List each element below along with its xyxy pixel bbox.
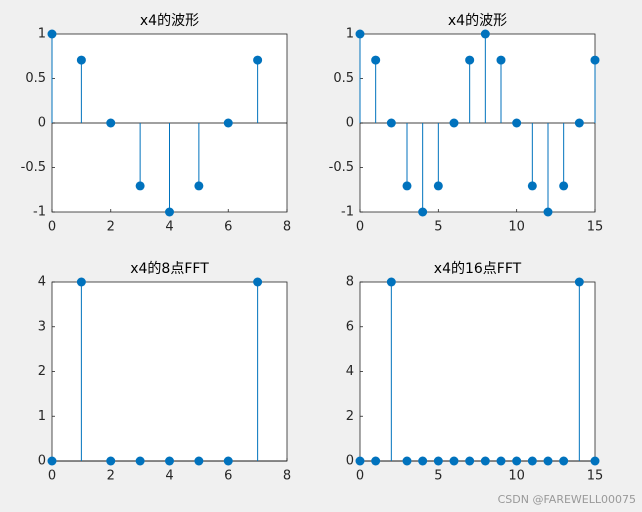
stem-marker bbox=[512, 456, 522, 466]
stem-marker bbox=[527, 181, 537, 191]
stem-marker bbox=[106, 456, 116, 466]
stem-marker bbox=[76, 55, 86, 65]
y-tick-label: 4 bbox=[346, 364, 354, 379]
y-tick-label: 0.5 bbox=[333, 71, 354, 86]
stem-marker bbox=[355, 29, 365, 39]
stem-marker bbox=[590, 55, 600, 65]
x-tick-label: 5 bbox=[434, 469, 442, 484]
stem-marker bbox=[480, 456, 490, 466]
y-tick-label: 1 bbox=[38, 27, 46, 42]
stem-marker bbox=[402, 181, 412, 191]
x-tick-label: 2 bbox=[107, 220, 115, 235]
axes-background bbox=[359, 281, 596, 462]
x-tick-label: 0 bbox=[356, 220, 364, 235]
y-tick-label: 0 bbox=[346, 116, 354, 131]
x-tick-label: 15 bbox=[587, 220, 604, 235]
stem-marker bbox=[371, 55, 381, 65]
x-tick-label: 5 bbox=[434, 220, 442, 235]
y-tick-label: 6 bbox=[346, 319, 354, 334]
chart-title: x4的16点FFT bbox=[434, 261, 522, 277]
stem-marker bbox=[223, 456, 233, 466]
x-tick-label: 10 bbox=[508, 469, 525, 484]
stem-marker bbox=[355, 456, 365, 466]
x-tick-label: 10 bbox=[508, 220, 525, 235]
stem-marker bbox=[47, 29, 57, 39]
stem-marker bbox=[496, 456, 506, 466]
stem-marker bbox=[135, 181, 145, 191]
y-tick-label: 0 bbox=[38, 454, 46, 469]
x-tick-label: 4 bbox=[165, 469, 173, 484]
stem-marker bbox=[590, 456, 600, 466]
y-tick-label: 1 bbox=[38, 409, 46, 424]
chart-title: x4的波形 bbox=[448, 13, 507, 29]
y-tick-label: -1 bbox=[33, 205, 46, 220]
y-tick-label: 0.5 bbox=[25, 71, 46, 86]
x-tick-label: 0 bbox=[48, 220, 56, 235]
y-tick-label: 3 bbox=[38, 319, 46, 334]
stem-marker bbox=[512, 118, 522, 128]
stem-marker bbox=[253, 55, 263, 65]
y-tick-label: 1 bbox=[346, 27, 354, 42]
x-tick-label: 6 bbox=[224, 220, 232, 235]
axes-background bbox=[51, 281, 288, 462]
x-tick-label: 2 bbox=[107, 469, 115, 484]
stem-marker bbox=[480, 29, 490, 39]
stem-marker bbox=[194, 456, 204, 466]
stem-marker bbox=[47, 456, 57, 466]
y-tick-label: 2 bbox=[38, 364, 46, 379]
y-tick-label: 8 bbox=[346, 275, 354, 290]
y-tick-label: -0.5 bbox=[329, 160, 354, 175]
x-tick-label: 8 bbox=[283, 469, 291, 484]
stem-marker bbox=[106, 118, 116, 128]
stem-marker bbox=[574, 118, 584, 128]
stem-marker bbox=[559, 456, 569, 466]
stem-marker bbox=[194, 181, 204, 191]
x-tick-label: 8 bbox=[283, 220, 291, 235]
stem-marker bbox=[386, 118, 396, 128]
stem-marker bbox=[433, 181, 443, 191]
stem-marker bbox=[465, 456, 475, 466]
stem-marker bbox=[449, 456, 459, 466]
stem-marker bbox=[253, 277, 263, 287]
y-tick-label: -0.5 bbox=[21, 160, 46, 175]
y-tick-label: -1 bbox=[341, 205, 354, 220]
stem-marker bbox=[165, 207, 174, 217]
stem-marker bbox=[449, 118, 459, 128]
stem-marker bbox=[574, 277, 584, 287]
stem-marker bbox=[465, 55, 475, 65]
stem-marker bbox=[418, 456, 428, 466]
watermark: CSDN @FAREWELL00075 bbox=[498, 493, 636, 506]
x-tick-label: 4 bbox=[165, 220, 173, 235]
stem-marker bbox=[559, 181, 569, 191]
chart-title: x4的波形 bbox=[140, 13, 199, 29]
stem-marker bbox=[527, 456, 537, 466]
stem-marker bbox=[402, 456, 412, 466]
stem-marker bbox=[543, 207, 553, 217]
y-tick-label: 0 bbox=[346, 454, 354, 469]
chart-title: x4的8点FFT bbox=[130, 261, 209, 277]
stem-marker bbox=[165, 456, 174, 466]
stem-marker bbox=[496, 55, 506, 65]
stem-marker bbox=[135, 456, 145, 466]
x-tick-label: 0 bbox=[356, 469, 364, 484]
stem-marker bbox=[371, 456, 381, 466]
x-tick-label: 15 bbox=[587, 469, 604, 484]
y-tick-label: 4 bbox=[38, 275, 46, 290]
stem-marker bbox=[433, 456, 443, 466]
stem-marker bbox=[386, 277, 396, 287]
x-tick-label: 0 bbox=[48, 469, 56, 484]
stem-marker bbox=[418, 207, 428, 217]
x-tick-label: 6 bbox=[224, 469, 232, 484]
stem-marker bbox=[223, 118, 233, 128]
stem-marker bbox=[543, 456, 553, 466]
stem-marker bbox=[76, 277, 86, 287]
y-tick-label: 0 bbox=[38, 116, 46, 131]
y-tick-label: 2 bbox=[346, 409, 354, 424]
